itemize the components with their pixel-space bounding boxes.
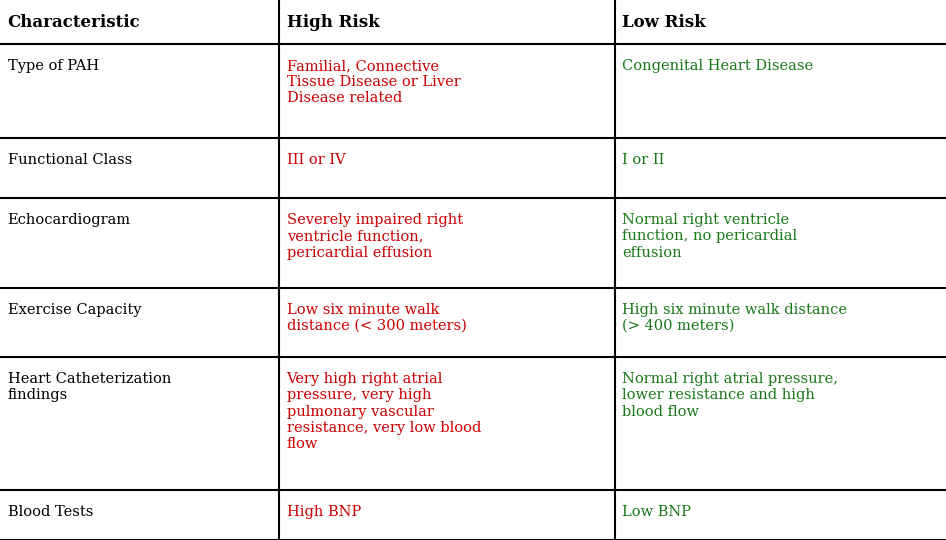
Text: Congenital Heart Disease: Congenital Heart Disease: [622, 59, 814, 73]
Bar: [0, 44, 946, 138]
Text: Normal right atrial pressure,: Normal right atrial pressure,: [622, 372, 838, 386]
Text: Heart Catheterization: Heart Catheterization: [8, 372, 171, 386]
Text: Low BNP: Low BNP: [622, 505, 692, 519]
Text: High BNP: High BNP: [287, 505, 360, 519]
Text: Disease related: Disease related: [287, 91, 402, 105]
Text: ventricle function,: ventricle function,: [287, 230, 423, 244]
Text: High six minute walk distance: High six minute walk distance: [622, 302, 848, 316]
Text: pressure, very high: pressure, very high: [287, 388, 431, 402]
Text: III or IV: III or IV: [287, 153, 345, 167]
Text: I or II: I or II: [622, 153, 665, 167]
Text: resistance, very low blood: resistance, very low blood: [287, 421, 481, 435]
Text: Low six minute walk: Low six minute walk: [287, 302, 439, 316]
Text: blood flow: blood flow: [622, 404, 699, 418]
Text: Echocardiogram: Echocardiogram: [8, 213, 131, 227]
Text: function, no pericardial: function, no pericardial: [622, 230, 797, 244]
Text: Blood Tests: Blood Tests: [8, 505, 93, 519]
Text: pulmonary vascular: pulmonary vascular: [287, 404, 433, 418]
Text: effusion: effusion: [622, 246, 682, 260]
Text: Exercise Capacity: Exercise Capacity: [8, 302, 141, 316]
Text: distance (< 300 meters): distance (< 300 meters): [287, 319, 466, 333]
Text: Tissue Disease or Liver: Tissue Disease or Liver: [287, 75, 461, 89]
Bar: [0, 288, 946, 357]
Bar: [0, 138, 946, 198]
Text: pericardial effusion: pericardial effusion: [287, 246, 432, 260]
Bar: [0, 357, 946, 490]
Text: Type of PAH: Type of PAH: [8, 59, 98, 73]
Text: High Risk: High Risk: [287, 14, 379, 31]
Text: Normal right ventricle: Normal right ventricle: [622, 213, 790, 227]
Text: Low Risk: Low Risk: [622, 14, 707, 31]
Bar: [0, 198, 946, 288]
Text: flow: flow: [287, 437, 318, 451]
Text: lower resistance and high: lower resistance and high: [622, 388, 815, 402]
Text: Severely impaired right: Severely impaired right: [287, 213, 463, 227]
Bar: [0, 0, 946, 44]
Text: (> 400 meters): (> 400 meters): [622, 319, 735, 333]
Text: Very high right atrial: Very high right atrial: [287, 372, 443, 386]
Text: Functional Class: Functional Class: [8, 153, 131, 167]
Text: Familial, Connective: Familial, Connective: [287, 59, 439, 73]
Text: Characteristic: Characteristic: [8, 14, 140, 31]
Bar: [0, 490, 946, 540]
Text: findings: findings: [8, 388, 68, 402]
